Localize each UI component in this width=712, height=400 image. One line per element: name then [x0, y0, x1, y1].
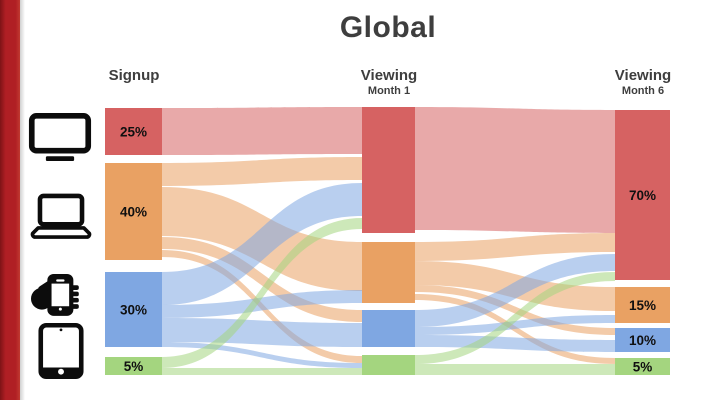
- node-label-signup-tablet: 5%: [124, 359, 144, 374]
- node-m6-tablet: [615, 358, 670, 375]
- column-header-signup-label: Signup: [108, 67, 160, 84]
- node-m1-tablet: [362, 355, 415, 375]
- node-m6-mobile: [615, 328, 670, 352]
- flow-m1-laptop-to-m6-mobile: [415, 285, 615, 335]
- flow-m1-mobile-to-m6-mobile: [415, 335, 615, 352]
- column-header-viewing-month-6: Viewing Month 6: [587, 67, 699, 97]
- column-header-viewing-month-1-label: Viewing: [360, 67, 418, 84]
- flow-signup-mobile-to-m1-mobile: [162, 318, 362, 347]
- node-m6-tv: [615, 110, 670, 280]
- flow-signup-laptop-to-m1-mobile: [162, 237, 362, 322]
- node-label-m6-laptop: 15%: [629, 298, 656, 313]
- flow-signup-tv-to-m1-tv: [162, 107, 362, 155]
- node-label-m6-tablet: 5%: [633, 360, 653, 375]
- flow-signup-tablet-to-m1-tv: [162, 218, 362, 368]
- column-header-viewing-month-6-label: Viewing: [614, 67, 672, 84]
- node-signup-tv: [105, 108, 162, 155]
- flow-m1-laptop-to-m6-tv: [415, 233, 615, 261]
- node-m6-laptop: [615, 287, 670, 323]
- node-label-signup-mobile: 30%: [120, 303, 147, 318]
- node-label-m6-tv: 70%: [629, 188, 656, 203]
- flow-m1-mobile-to-m6-laptop: [415, 315, 615, 335]
- node-m1-laptop: [362, 242, 415, 303]
- column-header-viewing-month-1: Viewing Month 1: [333, 67, 445, 97]
- node-signup-tablet: [105, 357, 162, 375]
- node-label-m6-mobile: 10%: [629, 333, 656, 348]
- flow-m1-tablet-to-m6-tablet: [415, 364, 615, 375]
- mobile-hand-icon: [31, 271, 83, 323]
- node-signup-laptop: [105, 163, 162, 260]
- column-header-viewing-month-6-sublabel: Month 6: [621, 84, 665, 97]
- tv-icon: [28, 112, 92, 167]
- node-m1-tv: [362, 107, 415, 233]
- column-header-viewing-month-1-sublabel: Month 1: [367, 84, 411, 97]
- flow-signup-mobile-to-m1-tv: [162, 183, 362, 305]
- node-m1-mobile: [362, 310, 415, 347]
- node-label-signup-tv: 25%: [120, 125, 147, 140]
- node-signup-mobile: [105, 272, 162, 347]
- red-accent-bar-edge: [20, 0, 25, 400]
- flow-signup-laptop-to-m1-tv: [162, 157, 362, 186]
- red-accent-bar: [0, 0, 20, 400]
- flow-m1-tablet-to-m6-tv: [415, 272, 615, 364]
- page-title: Global: [339, 11, 437, 44]
- laptop-icon: [29, 193, 93, 245]
- node-label-signup-laptop: 40%: [120, 205, 147, 220]
- flow-m1-tv-to-m6-tv: [415, 107, 615, 233]
- flow-signup-tablet-to-m1-tablet: [162, 368, 362, 375]
- column-header-signup: Signup: [105, 67, 163, 85]
- tablet-icon: [38, 322, 84, 385]
- flow-m1-mobile-to-m6-tv: [415, 254, 615, 327]
- flow-signup-mobile-to-m1-laptop: [162, 290, 362, 318]
